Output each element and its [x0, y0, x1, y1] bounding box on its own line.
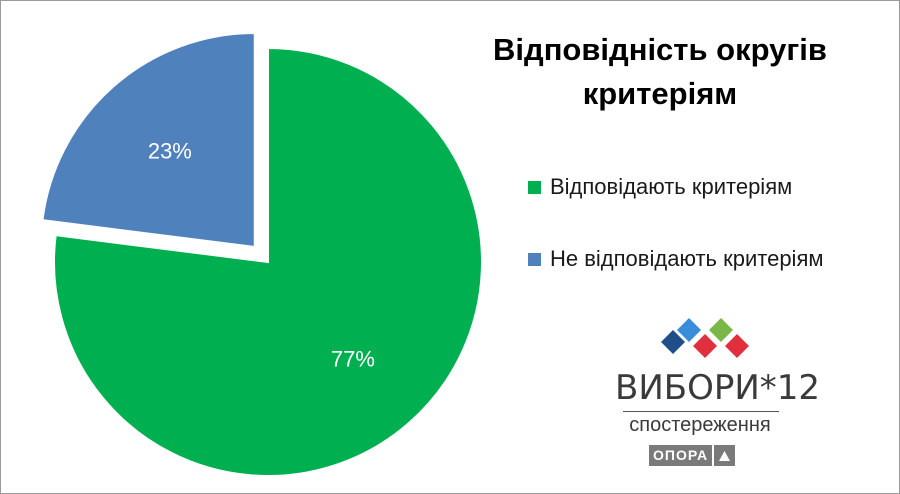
triangle-icon — [714, 445, 736, 466]
opora-badge-text: ОПОРА — [649, 445, 713, 466]
pie-slice-matching — [53, 46, 483, 477]
chart-title-line-1: Відповідність округів — [493, 32, 827, 67]
chart-title-line-2: критеріям — [582, 76, 738, 111]
legend-swatch-not-matching — [528, 252, 541, 266]
vybory-12-logo: ВИБОРИ*12 спостереження ОПОРА — [615, 318, 821, 478]
logo-subtitle: спостереження — [629, 414, 771, 436]
legend-item-not-matching: Не відповідають критеріям — [528, 242, 824, 276]
legend-item-matching: Відповідають критеріям — [528, 170, 824, 204]
logo-diamond-light-blue — [677, 318, 701, 342]
legend-label-matching: Відповідають критеріям — [550, 174, 793, 199]
pie-slice-not-matching — [41, 31, 256, 249]
logo-diamond-red-2 — [725, 334, 749, 358]
pie-label-matching: 77% — [331, 346, 375, 371]
logo-diamonds-icon — [661, 318, 749, 358]
logo-diamond-red-1 — [693, 334, 717, 358]
logo-diamond-green — [709, 318, 733, 342]
logo-divider — [623, 411, 779, 412]
legend-swatch-matching — [528, 180, 541, 194]
legend-label-not-matching: Не відповідають критеріям — [550, 246, 824, 271]
chart-title: Відповідність округів критеріям — [470, 28, 850, 116]
opora-badge: ОПОРА — [649, 445, 736, 466]
legend: Відповідають критеріям Не відповідають к… — [528, 170, 824, 314]
logo-diamond-dark-blue — [661, 330, 685, 354]
logo-title: ВИБОРИ*12 — [615, 368, 821, 408]
pie-label-not-matching: 23% — [148, 139, 192, 164]
